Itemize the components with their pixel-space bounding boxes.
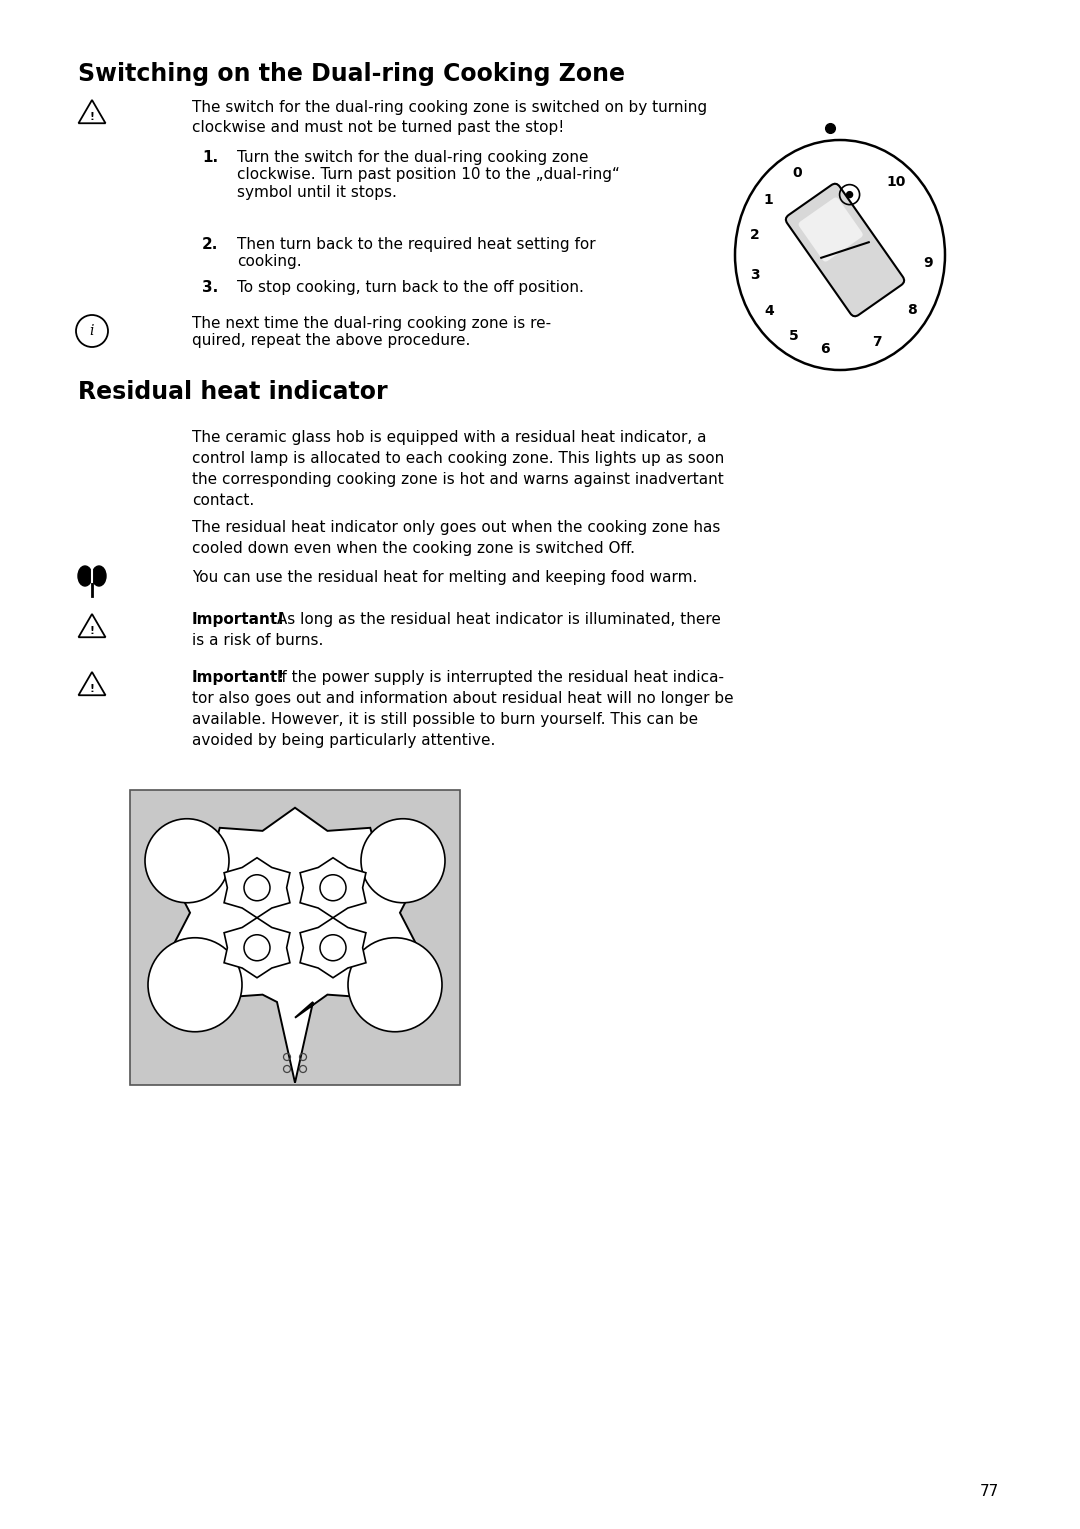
Text: 6: 6 [820,342,829,356]
Polygon shape [300,858,366,917]
Text: avoided by being particularly attentive.: avoided by being particularly attentive. [192,732,496,748]
Text: !: ! [90,112,94,121]
Polygon shape [300,917,366,977]
Text: contact.: contact. [192,492,254,508]
Text: !: ! [90,625,94,636]
Text: 8: 8 [907,303,917,318]
Text: i: i [90,324,94,338]
Text: clockwise and must not be turned past the stop!: clockwise and must not be turned past th… [192,119,564,135]
Text: 2.: 2. [202,237,218,252]
Bar [130,790,460,1086]
Text: If the power supply is interrupted the residual heat indica-: If the power supply is interrupted the r… [272,670,724,685]
Polygon shape [173,807,417,1083]
Text: tor also goes out and information about residual heat will no longer be: tor also goes out and information about … [192,691,733,706]
Text: 9: 9 [923,257,933,271]
Text: The residual heat indicator only goes out when the cooking zone has: The residual heat indicator only goes ou… [192,520,720,535]
Text: available. However, it is still possible to burn yourself. This can be: available. However, it is still possible… [192,713,698,726]
Circle shape [348,937,442,1032]
Text: 7: 7 [872,335,881,349]
Text: Important!: Important! [192,670,285,685]
Circle shape [847,191,852,197]
Text: 1.: 1. [202,150,218,165]
Circle shape [145,818,229,902]
Text: !: ! [90,683,94,694]
Text: 3.: 3. [202,280,218,295]
Text: 1: 1 [764,193,773,208]
Text: the corresponding cooking zone is hot and warns against inadvertant: the corresponding cooking zone is hot an… [192,472,724,488]
Ellipse shape [92,566,106,586]
FancyBboxPatch shape [786,183,904,317]
Text: Turn the switch for the dual-ring cooking zone
clockwise. Turn past position 10 : Turn the switch for the dual-ring cookin… [237,150,620,200]
Text: 4: 4 [765,304,774,318]
Text: is a risk of burns.: is a risk of burns. [192,633,323,648]
Text: 0: 0 [792,167,801,180]
Text: The next time the dual-ring cooking zone is re-
quired, repeat the above procedu: The next time the dual-ring cooking zone… [192,317,551,349]
Circle shape [148,937,242,1032]
Text: The switch for the dual-ring cooking zone is switched on by turning: The switch for the dual-ring cooking zon… [192,99,707,115]
Text: cooled down even when the cooking zone is switched Off.: cooled down even when the cooking zone i… [192,541,635,557]
Text: 77: 77 [980,1485,999,1498]
Text: Important!: Important! [192,612,285,627]
Text: Residual heat indicator: Residual heat indicator [78,381,388,404]
Polygon shape [224,858,289,917]
FancyBboxPatch shape [798,197,863,261]
Text: Then turn back to the required heat setting for
cooking.: Then turn back to the required heat sett… [237,237,596,269]
Text: The ceramic glass hob is equipped with a residual heat indicator, a: The ceramic glass hob is equipped with a… [192,430,706,445]
Text: 10: 10 [887,174,906,190]
Text: 3: 3 [750,268,759,281]
Text: control lamp is allocated to each cooking zone. This lights up as soon: control lamp is allocated to each cookin… [192,451,725,466]
Polygon shape [224,917,289,977]
Text: 5: 5 [789,329,799,342]
Text: You can use the residual heat for melting and keeping food warm.: You can use the residual heat for meltin… [192,570,698,586]
Text: Switching on the Dual-ring Cooking Zone: Switching on the Dual-ring Cooking Zone [78,63,625,86]
Text: To stop cooking, turn back to the off position.: To stop cooking, turn back to the off po… [237,280,584,295]
Text: 2: 2 [750,228,759,242]
Ellipse shape [78,566,92,586]
Text: As long as the residual heat indicator is illuminated, there: As long as the residual heat indicator i… [272,612,720,627]
Circle shape [361,818,445,902]
